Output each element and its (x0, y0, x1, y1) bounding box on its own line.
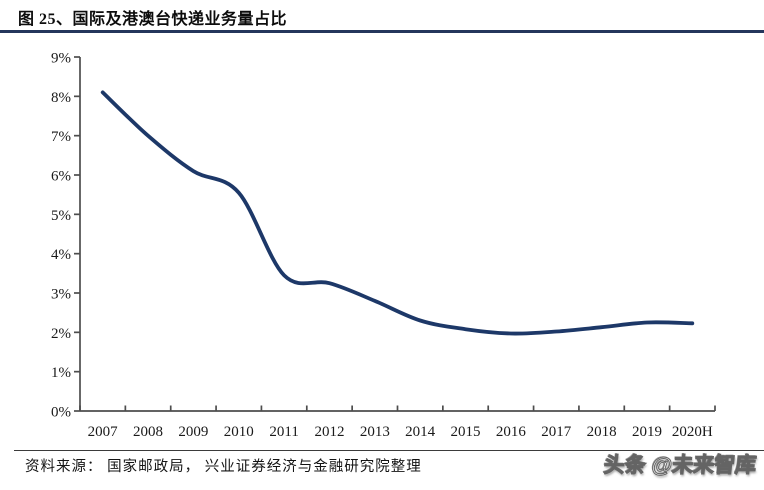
figure-title: 图 25、国际及港澳台快递业务量占比 (18, 11, 288, 28)
source-note: 资料来源： 国家邮政局， 兴业证券经济与金融研究院整理 (25, 459, 422, 475)
x-axis-tick-label: 2008 (133, 424, 163, 440)
x-axis-tick-label: 2017 (541, 424, 572, 440)
x-axis-tick-label: 2007 (88, 424, 119, 440)
title-underline (0, 30, 764, 33)
x-axis-tick-label: 2015 (451, 424, 481, 440)
y-axis-tick-label: 9% (51, 51, 71, 67)
series-line (100, 90, 695, 336)
x-axis-tick-label: 2016 (496, 424, 527, 440)
y-axis-tick-label: 2% (51, 326, 71, 342)
y-axis-tick-label: 3% (51, 287, 71, 303)
x-axis-tick-label: 2018 (587, 424, 617, 440)
y-axis-tick-label: 0% (51, 405, 71, 421)
x-axis-tick-label: 2013 (360, 424, 390, 440)
x-axis-tick-label: 2014 (405, 424, 436, 440)
x-axis-tick-label: 2009 (178, 424, 208, 440)
watermark: 头条 @未来智库 (602, 454, 758, 478)
y-axis-tick-label: 6% (51, 169, 71, 185)
y-axis-tick-label: 8% (51, 90, 71, 106)
x-axis-tick-label: 2020H (672, 424, 713, 440)
x-axis-tick-label: 2012 (314, 424, 344, 440)
y-axis-tick-label: 4% (51, 247, 71, 263)
footer-divider (14, 450, 764, 452)
y-axis-tick-label: 5% (51, 208, 71, 224)
x-axis-tick-label: 2010 (224, 424, 254, 440)
y-axis-tick-label: 1% (51, 365, 71, 381)
x-axis-tick-label: 2019 (632, 424, 662, 440)
x-axis-tick-label: 2011 (269, 424, 298, 440)
y-axis-tick-label: 7% (51, 129, 71, 145)
